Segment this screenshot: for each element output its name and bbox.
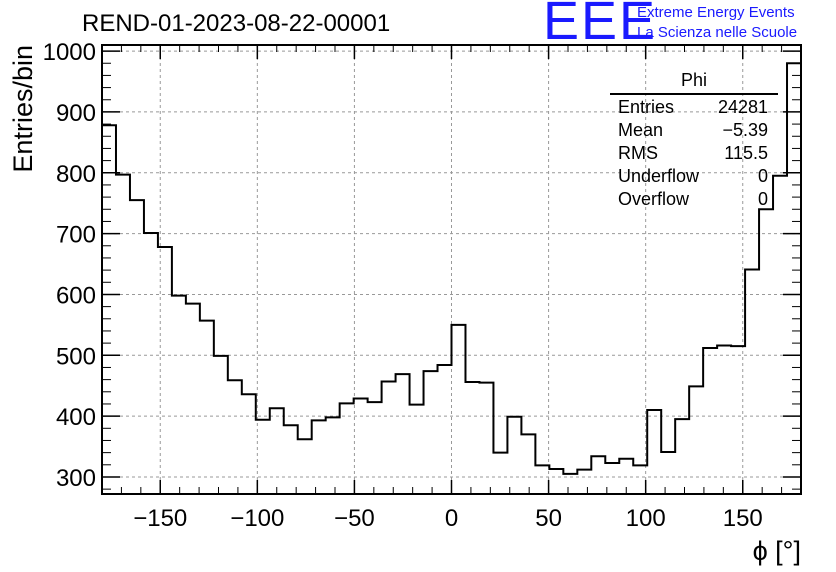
x-tick-label: 150: [723, 505, 763, 532]
eee-logo: EEE: [543, 0, 658, 51]
x-tick-label: 0: [445, 505, 458, 532]
stats-label: Overflow: [618, 189, 690, 209]
x-axis-label: ϕ [°]: [753, 536, 801, 566]
y-tick-label: 800: [56, 161, 96, 188]
y-axis-label: Entries/bin: [8, 45, 38, 173]
y-tick-label: 1000: [43, 39, 96, 66]
stats-value: 115.5: [724, 143, 768, 163]
y-tick-label: 900: [56, 100, 96, 127]
stats-value: −5.39: [722, 120, 768, 140]
stats-value: 0: [757, 166, 768, 186]
stats-label: RMS: [618, 143, 658, 163]
plot-title: REND-01-2023-08-22-00001: [82, 10, 391, 37]
x-tick-label: −100: [230, 505, 284, 532]
logo-text-line1: Extreme Energy Events: [637, 4, 795, 21]
y-tick-label: 300: [56, 465, 96, 492]
stats-label: Underflow: [618, 166, 700, 186]
stats-row-rms: RMS 115.5: [610, 142, 778, 165]
stats-label: Mean: [618, 120, 664, 140]
stats-box: Phi Entries 24281 Mean −5.39 RMS 115.5 U…: [610, 70, 778, 211]
y-tick-label: 400: [56, 404, 96, 431]
histogram-line: [102, 62, 801, 475]
stats-row-overflow: Overflow 0: [610, 188, 778, 211]
stats-value: 24281: [717, 97, 768, 117]
x-tick-label: 100: [626, 505, 666, 532]
stats-row-underflow: Underflow 0: [610, 165, 778, 188]
stats-row-mean: Mean −5.39: [610, 119, 778, 142]
axis-ticks: [102, 45, 801, 494]
y-tick-label: 500: [56, 343, 96, 370]
stats-title: Phi: [610, 70, 778, 95]
x-tick-label: −50: [334, 505, 375, 532]
logo-text-line2: La Scienza nelle Scuole: [637, 24, 798, 41]
y-tick-label: 700: [56, 222, 96, 249]
x-tick-label: 50: [535, 505, 562, 532]
stats-row-entries: Entries 24281: [610, 96, 778, 119]
axis-tick-labels: −150 −100 −50 0 50 100 150 300 400 500 600 700 800 90…: [43, 39, 763, 532]
y-tick-label: 600: [56, 282, 96, 309]
stats-value: 0: [757, 189, 768, 209]
stats-label: Entries: [618, 97, 675, 117]
x-tick-label: −150: [133, 505, 187, 532]
